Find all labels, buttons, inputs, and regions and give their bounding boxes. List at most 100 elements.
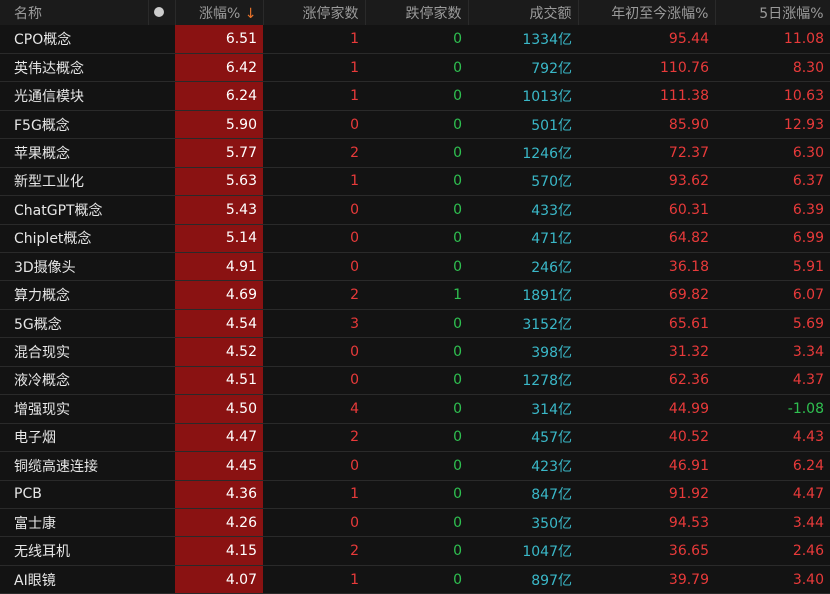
table-row[interactable]: 英伟达概念 6.42 1 0 792亿 110.76 8.30	[0, 53, 830, 83]
limit-up-count: 0	[263, 252, 365, 282]
ytd-change: 36.65	[578, 536, 715, 566]
change-pct: 4.52	[175, 337, 263, 367]
sector-name: 混合现实	[0, 337, 148, 367]
sector-name: PCB	[0, 480, 148, 509]
change-5d: 5.69	[715, 309, 830, 339]
limit-up-count: 0	[263, 451, 365, 481]
dot-cell	[148, 394, 175, 424]
limit-up-count: 4	[263, 394, 365, 424]
header-turnover[interactable]: 成交额	[468, 0, 579, 25]
table-row[interactable]: 混合现实 4.52 0 0 398亿 31.32 3.34	[0, 337, 830, 367]
limit-up-count: 0	[263, 337, 365, 367]
turnover: 792亿	[468, 53, 578, 83]
change-5d: 6.99	[715, 224, 830, 254]
change-pct: 5.77	[175, 138, 263, 168]
turnover: 1013亿	[468, 81, 578, 111]
limit-down-count: 0	[365, 423, 468, 453]
change-5d: 4.47	[715, 480, 830, 509]
table-row[interactable]: 铜缆高速连接 4.45 0 0 423亿 46.91 6.24	[0, 451, 830, 481]
limit-up-count: 2	[263, 280, 365, 310]
table-row[interactable]: AI眼镜 4.07 1 0 897亿 39.79 3.40	[0, 565, 830, 594]
header-dot[interactable]	[148, 0, 176, 25]
turnover: 246亿	[468, 252, 578, 282]
header-5d[interactable]: 5日涨幅%	[715, 0, 830, 25]
table-row[interactable]: PCB 4.36 1 0 847亿 91.92 4.47	[0, 480, 830, 509]
dot-cell	[148, 224, 175, 254]
dot-cell	[148, 508, 175, 538]
header-change-label: 涨幅%	[199, 5, 241, 22]
change-5d: 11.08	[715, 25, 830, 54]
dot-icon	[153, 6, 164, 17]
table-row[interactable]: 液冷概念 4.51 0 0 1278亿 62.36 4.37	[0, 366, 830, 396]
table-row[interactable]: 无线耳机 4.15 2 0 1047亿 36.65 2.46	[0, 536, 830, 566]
turnover: 570亿	[468, 167, 578, 197]
change-pct: 4.91	[175, 252, 263, 282]
dot-cell	[148, 195, 175, 225]
table-row[interactable]: 增强现实 4.50 4 0 314亿 44.99 -1.08	[0, 394, 830, 424]
sort-desc-icon: ↓	[244, 5, 257, 22]
dot-cell	[148, 309, 175, 339]
change-pct: 4.47	[175, 423, 263, 453]
table-row[interactable]: 新型工业化 5.63 1 0 570亿 93.62 6.37	[0, 167, 830, 197]
change-5d: 6.24	[715, 451, 830, 481]
change-pct: 4.54	[175, 309, 263, 339]
change-pct: 4.51	[175, 366, 263, 396]
header-change[interactable]: 涨幅% ↓	[175, 0, 264, 25]
limit-down-count: 0	[365, 138, 468, 168]
table-row[interactable]: 电子烟 4.47 2 0 457亿 40.52 4.43	[0, 423, 830, 453]
limit-up-count: 0	[263, 366, 365, 396]
turnover: 1047亿	[468, 536, 578, 566]
limit-up-count: 1	[263, 81, 365, 111]
table-row[interactable]: 苹果概念 5.77 2 0 1246亿 72.37 6.30	[0, 138, 830, 168]
table-row[interactable]: 5G概念 4.54 3 0 3152亿 65.61 5.69	[0, 309, 830, 339]
limit-down-count: 0	[365, 224, 468, 254]
change-pct: 5.14	[175, 224, 263, 254]
ytd-change: 46.91	[578, 451, 715, 481]
turnover: 1891亿	[468, 280, 578, 310]
ytd-change: 93.62	[578, 167, 715, 197]
table-row[interactable]: 算力概念 4.69 2 1 1891亿 69.82 6.07	[0, 280, 830, 310]
change-pct: 4.26	[175, 508, 263, 538]
ytd-change: 94.53	[578, 508, 715, 538]
header-limit-up[interactable]: 涨停家数	[263, 0, 366, 25]
change-pct: 4.45	[175, 451, 263, 481]
table-row[interactable]: 光通信模块 6.24 1 0 1013亿 111.38 10.63	[0, 81, 830, 111]
table-row[interactable]: Chiplet概念 5.14 0 0 471亿 64.82 6.99	[0, 224, 830, 254]
limit-up-count: 0	[263, 110, 365, 140]
limit-down-count: 0	[365, 110, 468, 140]
change-5d: 4.37	[715, 366, 830, 396]
change-5d: -1.08	[715, 394, 830, 424]
sector-name: 增强现实	[0, 394, 148, 424]
table-row[interactable]: 富士康 4.26 0 0 350亿 94.53 3.44	[0, 508, 830, 538]
sector-name: 5G概念	[0, 309, 148, 339]
header-name[interactable]: 名称	[0, 0, 149, 25]
limit-up-count: 1	[263, 53, 365, 83]
sector-name: Chiplet概念	[0, 224, 148, 254]
header-ytd[interactable]: 年初至今涨幅%	[578, 0, 716, 25]
sector-name: AI眼镜	[0, 565, 148, 594]
header-limit-down[interactable]: 跌停家数	[365, 0, 469, 25]
table-row[interactable]: F5G概念 5.90 0 0 501亿 85.90 12.93	[0, 110, 830, 140]
turnover: 314亿	[468, 394, 578, 424]
dot-cell	[148, 167, 175, 197]
change-5d: 12.93	[715, 110, 830, 140]
turnover: 3152亿	[468, 309, 578, 339]
dot-cell	[148, 53, 175, 83]
limit-down-count: 0	[365, 565, 468, 594]
turnover: 897亿	[468, 565, 578, 594]
limit-down-count: 0	[365, 309, 468, 339]
sector-name: 新型工业化	[0, 167, 148, 197]
sector-name: 光通信模块	[0, 81, 148, 111]
limit-down-count: 0	[365, 53, 468, 83]
change-pct: 4.69	[175, 280, 263, 310]
table-row[interactable]: ChatGPT概念 5.43 0 0 433亿 60.31 6.39	[0, 195, 830, 225]
sector-name: 苹果概念	[0, 138, 148, 168]
sector-name: 3D摄像头	[0, 252, 148, 282]
table-row[interactable]: 3D摄像头 4.91 0 0 246亿 36.18 5.91	[0, 252, 830, 282]
limit-down-count: 0	[365, 167, 468, 197]
limit-down-count: 0	[365, 252, 468, 282]
change-pct: 4.15	[175, 536, 263, 566]
dot-cell	[148, 565, 175, 594]
limit-up-count: 0	[263, 508, 365, 538]
table-row[interactable]: CPO概念 6.51 1 0 1334亿 95.44 11.08	[0, 25, 830, 54]
